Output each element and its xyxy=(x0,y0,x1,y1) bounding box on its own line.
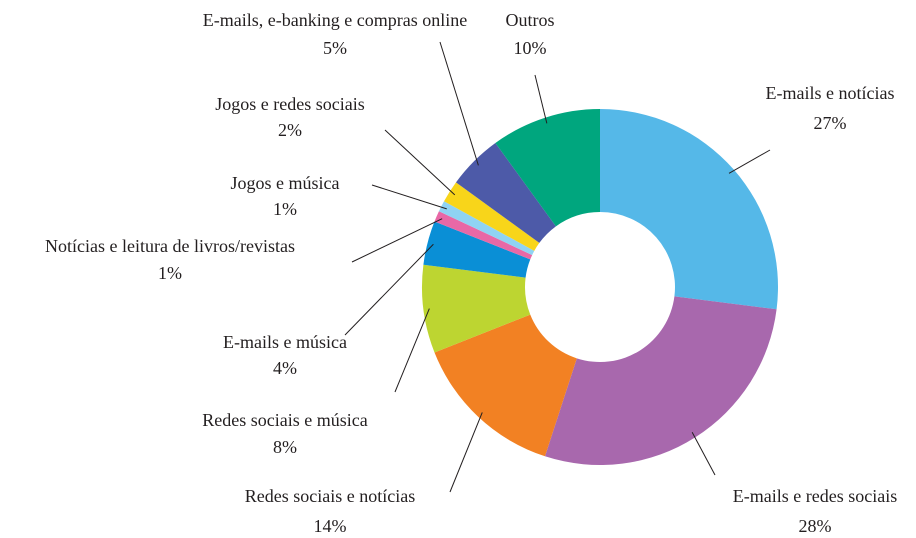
slice-label: Jogos e música xyxy=(231,173,340,193)
slice-label: E-mails e música xyxy=(223,332,347,352)
donut-slice xyxy=(444,182,540,251)
donut-slice xyxy=(422,264,531,353)
slice-label: Outros xyxy=(506,10,555,30)
leader-line xyxy=(394,308,430,393)
leader-line xyxy=(728,149,771,174)
slice-value-label: 27% xyxy=(814,113,847,133)
donut-slice xyxy=(423,221,531,278)
slice-value-label: 1% xyxy=(158,263,182,283)
donut-slice xyxy=(495,109,600,227)
donut-slice xyxy=(434,314,577,457)
leader-line xyxy=(534,74,548,124)
leader-line xyxy=(691,431,716,476)
slice-label: E-mails e notícias xyxy=(766,83,895,103)
slice-value-label: 1% xyxy=(273,199,297,219)
slice-value-label: 14% xyxy=(314,516,347,536)
slice-value-label: 8% xyxy=(273,437,297,457)
donut-slice xyxy=(434,211,533,260)
slice-label: Redes sociais e música xyxy=(202,410,367,430)
slice-value-label: 10% xyxy=(514,38,547,58)
slice-value-label: 28% xyxy=(799,516,832,536)
slice-value-label: 2% xyxy=(278,120,302,140)
donut-slice xyxy=(544,296,777,465)
slice-label: Notícias e leitura de livros/revistas xyxy=(45,236,295,256)
donut-slice xyxy=(438,201,535,256)
leader-line xyxy=(351,218,443,263)
leader-line xyxy=(384,129,456,196)
slice-label: Redes sociais e notícias xyxy=(245,486,415,506)
donut-slice xyxy=(600,109,778,310)
slice-label: E-mails, e-banking e compras online xyxy=(203,10,467,30)
leader-line xyxy=(344,243,434,336)
donut-slice xyxy=(455,142,556,243)
slice-label: E-mails e redes sociais xyxy=(733,486,897,506)
leader-line xyxy=(439,41,479,166)
slice-value-label: 4% xyxy=(273,358,297,378)
slice-value-label: 5% xyxy=(323,38,347,58)
leader-line xyxy=(449,412,483,493)
slice-label: Jogos e redes sociais xyxy=(215,94,364,114)
leader-line xyxy=(371,184,447,210)
